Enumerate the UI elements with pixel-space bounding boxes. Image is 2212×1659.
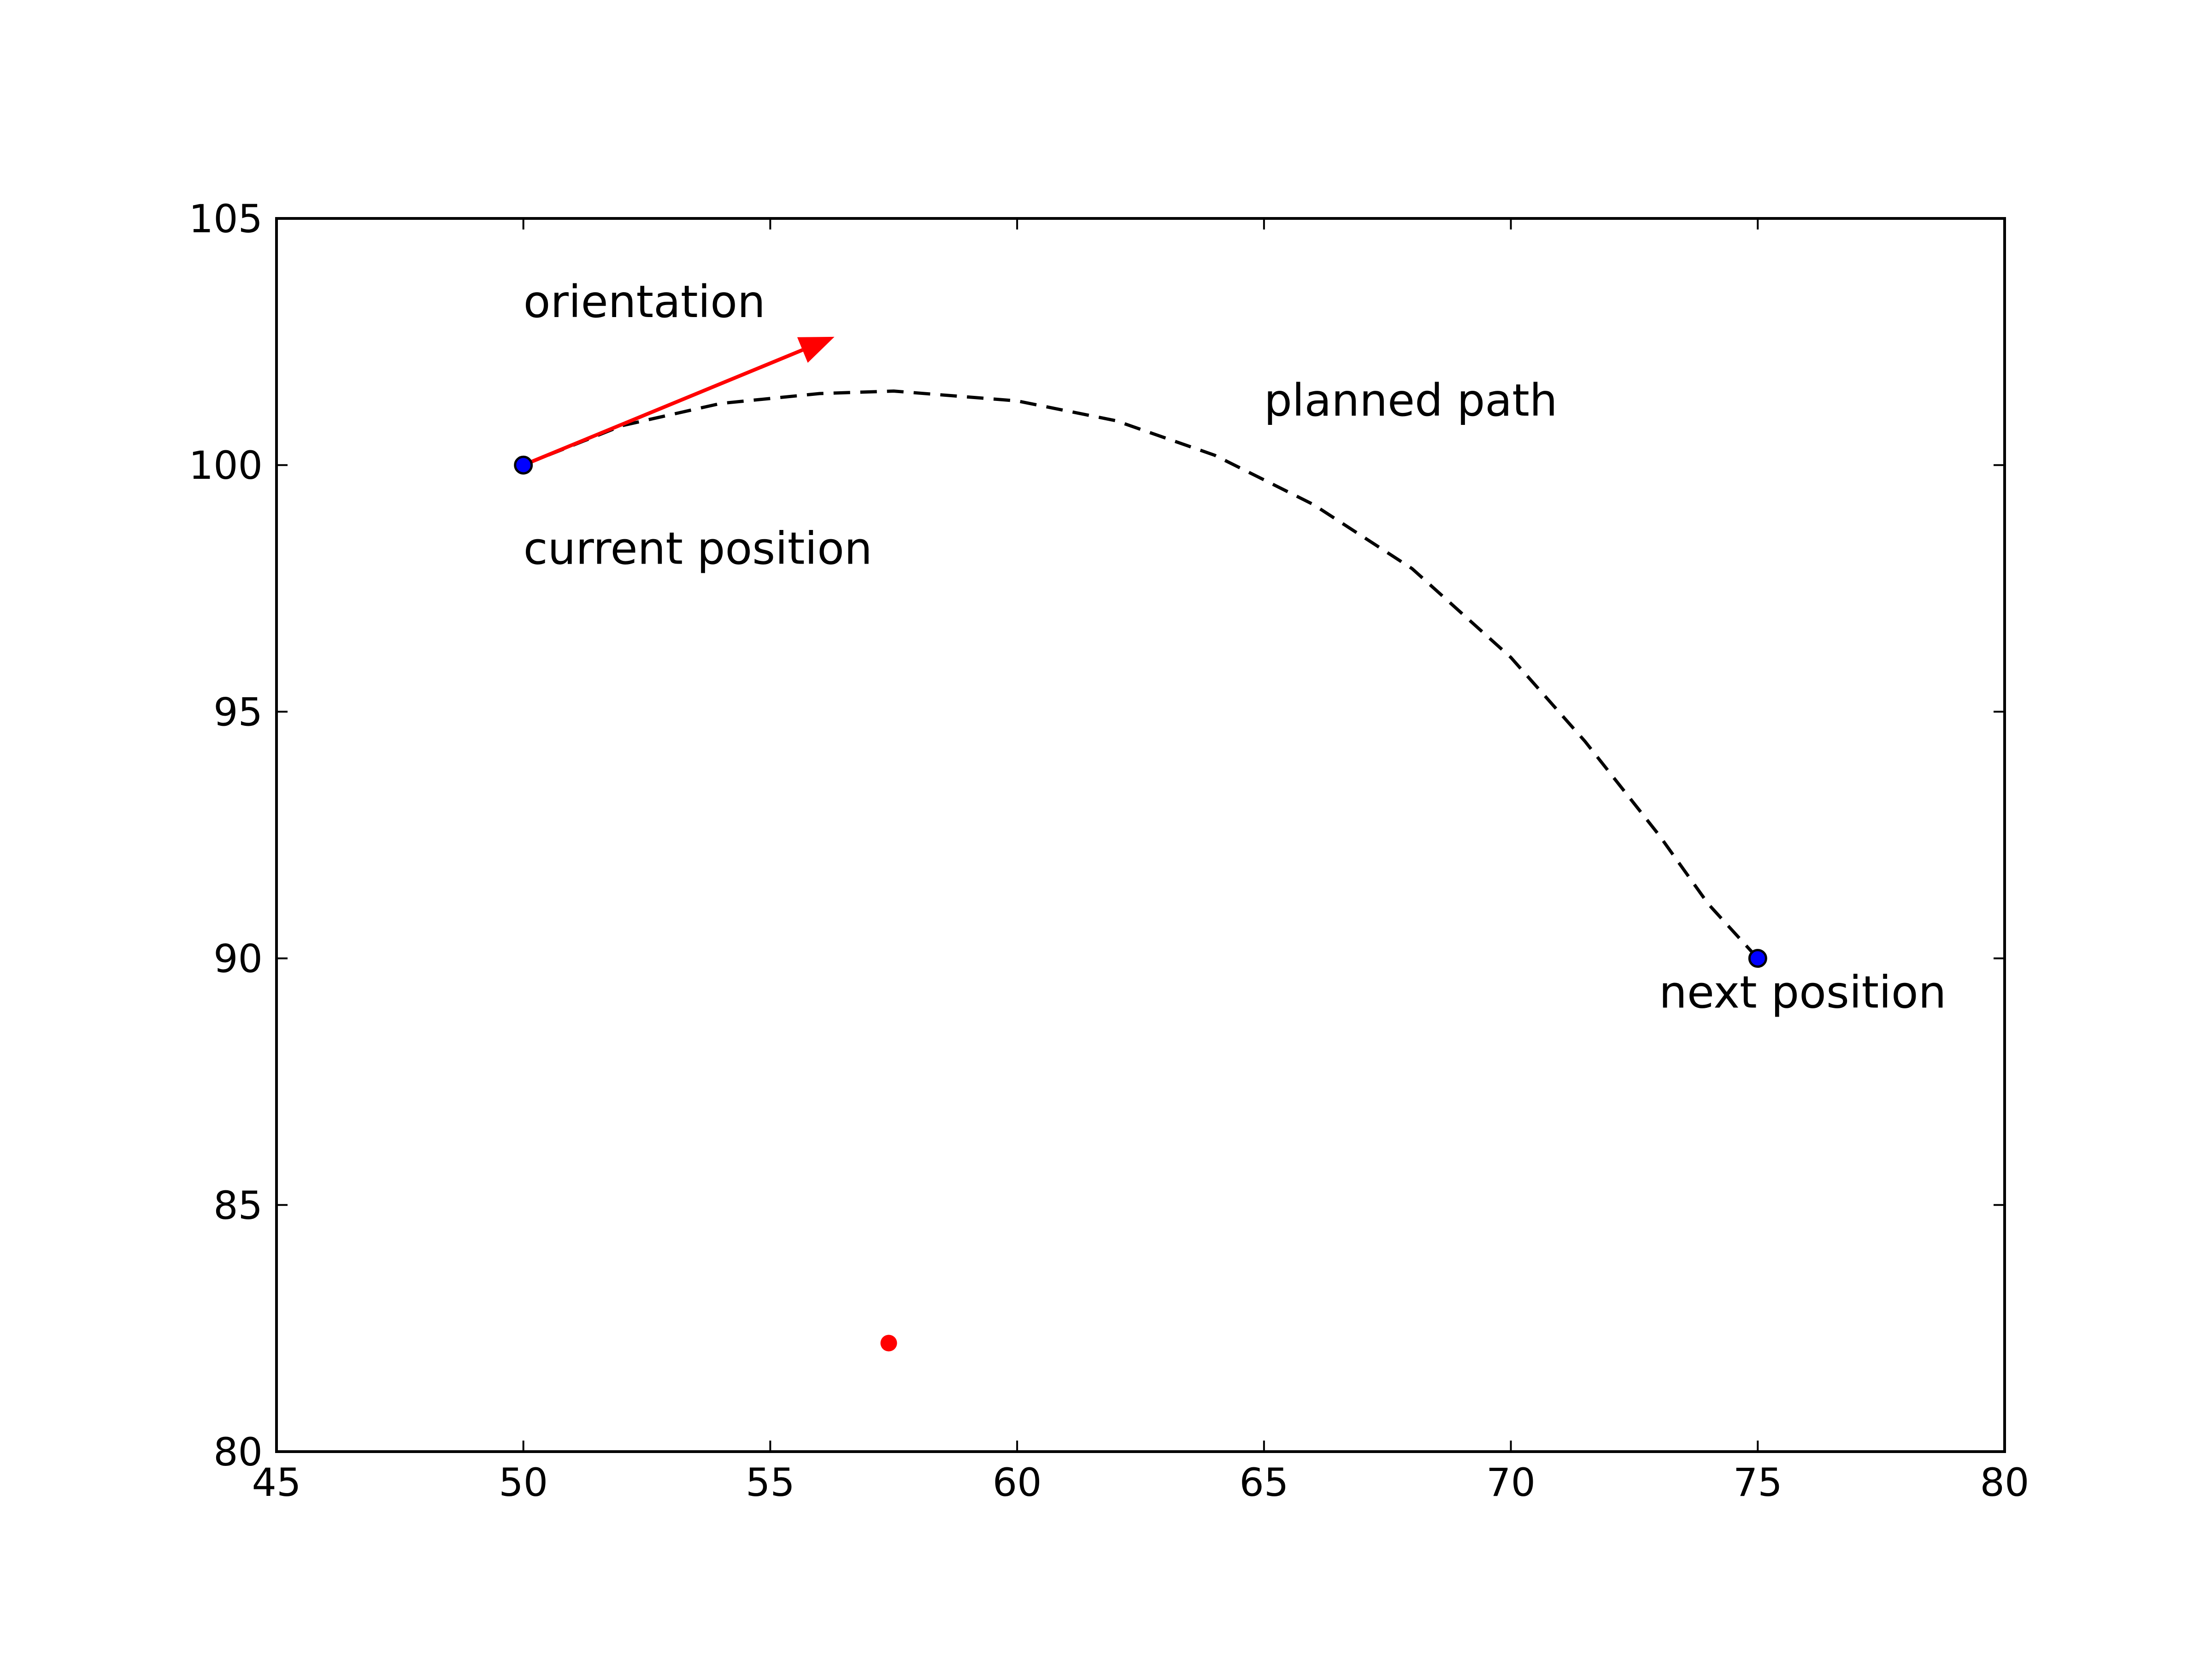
y-tick-label: 95 (213, 689, 263, 735)
planned-path-line (523, 389, 1759, 959)
y-tick-label: 90 (213, 936, 263, 982)
x-tick-label: 50 (499, 1460, 548, 1505)
annotation-2: current position (524, 523, 872, 574)
axes-frame (275, 217, 2006, 1453)
data-point-0 (514, 455, 533, 475)
annotation-1: planned path (1264, 375, 1558, 426)
y-tick-label: 85 (213, 1183, 263, 1228)
plot-area (276, 218, 2005, 1452)
x-tick-label: 60 (993, 1460, 1042, 1505)
annotation-3: next position (1659, 967, 1946, 1018)
x-tick-label: 80 (1980, 1460, 2030, 1505)
y-tick-label: 100 (189, 443, 263, 488)
data-point-1 (1748, 949, 1767, 968)
x-tick-label: 45 (252, 1460, 301, 1505)
x-tick-label: 65 (1239, 1460, 1288, 1505)
x-tick-label: 75 (1733, 1460, 1783, 1505)
y-tick-label: 80 (213, 1430, 263, 1475)
data-point-2 (880, 1335, 897, 1352)
y-tick-label: 105 (189, 196, 263, 241)
orientation-arrow-head (797, 336, 835, 363)
x-tick-label: 55 (746, 1460, 795, 1505)
annotation-0: orientation (524, 276, 765, 328)
x-tick-label: 70 (1486, 1460, 1535, 1505)
orientation-arrow-shaft (523, 348, 803, 467)
